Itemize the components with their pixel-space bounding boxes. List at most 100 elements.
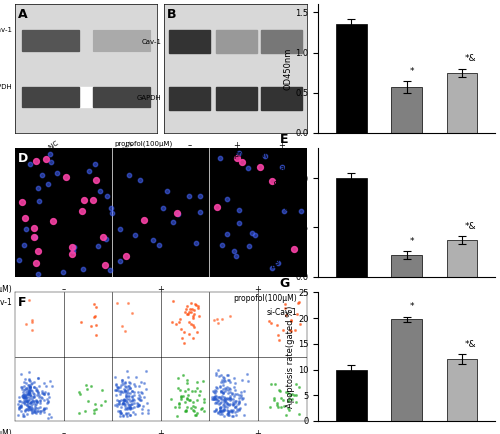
Point xyxy=(22,397,30,404)
Point xyxy=(122,387,130,394)
Point xyxy=(129,408,137,415)
Point xyxy=(200,395,208,402)
Point xyxy=(142,386,150,393)
Point xyxy=(118,396,126,403)
Point xyxy=(237,394,245,401)
Point xyxy=(32,408,40,415)
Point xyxy=(25,386,33,393)
Point xyxy=(266,318,274,325)
Point xyxy=(215,373,223,380)
Point xyxy=(18,411,26,418)
FancyBboxPatch shape xyxy=(22,30,79,51)
Point xyxy=(217,388,225,395)
Point xyxy=(114,387,122,394)
Point xyxy=(37,408,45,415)
Point xyxy=(38,394,46,401)
Point xyxy=(169,218,177,225)
Point xyxy=(120,395,128,402)
Point xyxy=(214,319,222,326)
Point xyxy=(26,383,34,390)
FancyBboxPatch shape xyxy=(22,87,79,107)
Point xyxy=(31,403,39,410)
Point xyxy=(212,387,220,394)
Point xyxy=(177,392,185,399)
Point xyxy=(218,241,226,248)
Point xyxy=(210,317,218,324)
Point xyxy=(114,385,122,392)
Point xyxy=(212,405,220,412)
Point xyxy=(42,404,50,411)
Point xyxy=(15,398,23,404)
Point xyxy=(144,410,152,417)
Point xyxy=(216,407,224,414)
Point xyxy=(44,390,52,397)
Point xyxy=(30,408,38,415)
Point xyxy=(119,389,127,396)
Text: GAPDH: GAPDH xyxy=(137,95,162,101)
Text: *: * xyxy=(410,67,414,76)
Point xyxy=(219,390,227,397)
Point xyxy=(276,394,284,401)
Point xyxy=(126,404,134,411)
Point xyxy=(126,402,134,409)
Point xyxy=(122,383,130,390)
Text: –: – xyxy=(404,309,409,317)
Point xyxy=(230,400,237,407)
Point xyxy=(16,405,24,412)
Point xyxy=(37,393,45,400)
Point xyxy=(216,399,224,406)
Point xyxy=(44,390,52,397)
Point xyxy=(20,379,28,386)
Point xyxy=(280,305,288,312)
Point xyxy=(25,381,33,388)
Point xyxy=(18,399,26,406)
Point xyxy=(222,397,230,404)
Point xyxy=(36,397,44,404)
Y-axis label: Apoptosis rate(gated %): Apoptosis rate(gated %) xyxy=(286,306,296,408)
Point xyxy=(217,396,225,403)
Point xyxy=(174,401,182,408)
Point xyxy=(234,398,242,404)
Point xyxy=(116,390,124,397)
Point xyxy=(237,391,245,398)
Point xyxy=(193,385,201,392)
Point xyxy=(284,404,292,411)
Point xyxy=(26,387,34,394)
Point xyxy=(122,402,130,409)
Point xyxy=(108,210,116,217)
Point xyxy=(97,401,105,408)
Point xyxy=(130,388,138,395)
Point xyxy=(36,403,44,410)
Point xyxy=(226,394,234,401)
FancyBboxPatch shape xyxy=(168,30,210,53)
Point xyxy=(227,407,235,414)
Point xyxy=(134,403,142,410)
FancyBboxPatch shape xyxy=(261,30,302,53)
Point xyxy=(138,405,145,412)
Point xyxy=(208,396,216,403)
Point xyxy=(34,247,42,254)
Point xyxy=(120,397,128,404)
Point xyxy=(25,390,33,397)
Point xyxy=(182,303,190,310)
Point xyxy=(220,412,228,419)
Point xyxy=(26,381,34,388)
Point xyxy=(219,386,227,393)
Point xyxy=(221,387,229,394)
Point xyxy=(214,316,222,322)
Point xyxy=(122,409,130,416)
Point xyxy=(210,408,218,414)
Point xyxy=(190,324,198,331)
Point xyxy=(122,411,130,418)
Point xyxy=(218,388,226,395)
Point xyxy=(25,402,33,409)
Point xyxy=(282,389,290,396)
Point xyxy=(142,368,150,375)
Point xyxy=(184,310,192,317)
Point xyxy=(296,384,304,391)
Point xyxy=(106,266,114,273)
Point xyxy=(235,395,243,402)
Point xyxy=(124,386,132,393)
Point xyxy=(130,404,138,411)
Point xyxy=(182,408,190,414)
